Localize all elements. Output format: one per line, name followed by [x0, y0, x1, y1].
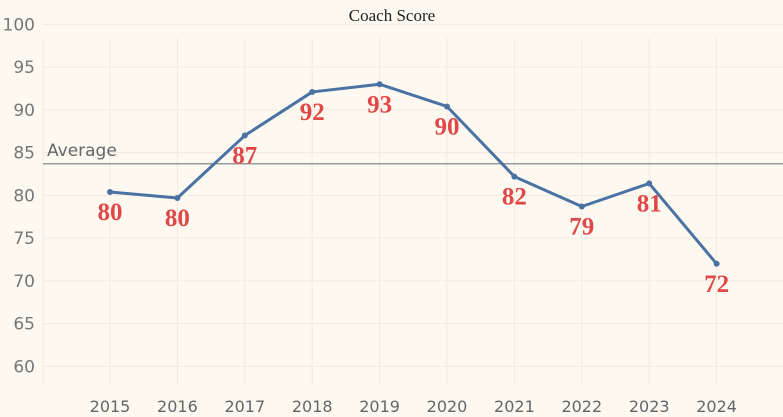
average-reference: Average: [43, 141, 783, 165]
data-point-2024: [713, 260, 720, 267]
data-label-2018: 92: [300, 99, 325, 126]
x-tick-label-2018: 2018: [292, 397, 333, 416]
data-label-2021: 82: [502, 184, 527, 211]
x-tick-label-2015: 2015: [90, 397, 131, 416]
y-tick-label-60: 60: [13, 357, 35, 377]
data-label-2015: 80: [98, 199, 123, 226]
y-tick-label-75: 75: [13, 229, 35, 249]
x-tick-label-2017: 2017: [224, 397, 265, 416]
x-tick-label-2016: 2016: [157, 397, 198, 416]
x-tick-label-2024: 2024: [696, 397, 737, 416]
x-axis: 2015 2016 2017 2018 2019 2020 2021 2022 2023 2024: [90, 397, 737, 416]
y-tick-label-100: 100: [3, 15, 35, 35]
data-label-2024: 72: [704, 271, 729, 298]
data-labels: 80 80 87 92 93 90 82 79 81 72: [98, 91, 730, 298]
y-tick-label-95: 95: [13, 58, 35, 78]
data-point-2015: [107, 188, 113, 195]
data-label-2022: 79: [569, 214, 594, 241]
y-tick-label-85: 85: [13, 144, 35, 164]
data-point-2021: [511, 173, 518, 180]
data-point-2017: [241, 132, 248, 139]
x-tick-label-2022: 2022: [561, 397, 602, 416]
data-point-2020: [444, 103, 450, 110]
data-label-2017: 87: [232, 143, 257, 170]
data-label-2019: 93: [367, 91, 392, 118]
data-point-2018: [309, 88, 316, 95]
average-label: Average: [47, 141, 117, 161]
x-tick-label-2023: 2023: [629, 397, 670, 416]
chart-title: Coach Score: [349, 6, 435, 25]
x-tick-label-2021: 2021: [494, 397, 535, 416]
y-tick-label-90: 90: [13, 101, 35, 121]
y-tick-label-80: 80: [13, 186, 35, 206]
gridlines: [42, 23, 783, 384]
y-tick-label-70: 70: [13, 272, 35, 292]
data-label-2023: 81: [637, 190, 662, 217]
data-point-2023: [646, 180, 653, 187]
data-label-2016: 80: [165, 205, 190, 232]
y-tick-label-65: 65: [13, 315, 35, 335]
y-axis: 60 65 70 75 80 85 90 95 100: [3, 15, 35, 377]
data-point-2022: [578, 203, 585, 210]
x-tick-label-2020: 2020: [427, 397, 468, 416]
series-line: [108, 82, 719, 266]
series-coach-score: [107, 81, 720, 267]
x-tick-label-2019: 2019: [359, 397, 400, 416]
data-point-2016: [174, 194, 181, 201]
data-label-2020: 90: [435, 113, 460, 140]
data-point-2019: [376, 81, 383, 88]
